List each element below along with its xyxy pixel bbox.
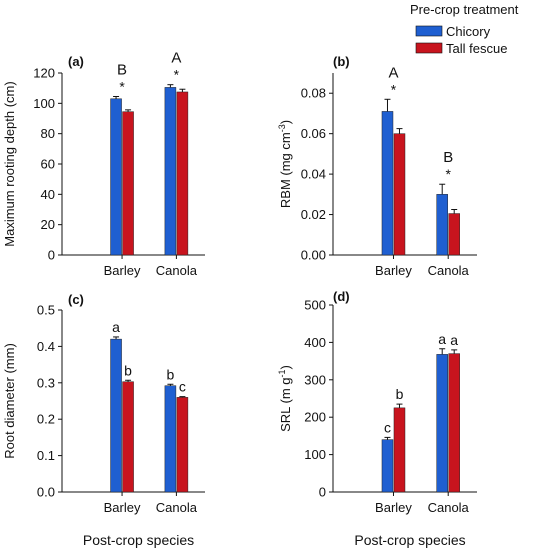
x-axis-label: Post-crop species	[83, 532, 194, 548]
bar	[448, 213, 460, 256]
significance-letter: B	[443, 149, 453, 166]
y-tick-label: 0.04	[301, 167, 326, 182]
y-tick-label: 80	[41, 126, 55, 141]
significance-letter: c	[384, 419, 391, 435]
significance-star: *	[174, 67, 180, 83]
x-axis-label: Post-crop species	[354, 532, 465, 548]
y-tick-label: 120	[33, 66, 55, 81]
panel-label: (c)	[68, 292, 84, 307]
bar	[436, 194, 448, 256]
x-tick-label: Canola	[428, 263, 470, 278]
y-tick-label: 300	[304, 372, 326, 387]
panel-label: (b)	[333, 54, 350, 69]
bar	[176, 397, 189, 493]
y-tick-label: 0.06	[301, 126, 326, 141]
y-tick-label: 500	[304, 298, 326, 313]
x-tick-label: Canola	[428, 500, 470, 515]
y-tick-label: 60	[41, 157, 55, 172]
legend-swatch-tall-fescue	[415, 42, 443, 54]
panel-b: 0.00 0.02 0.04 0.06 0.08 (b) RBM (mg cm-3) Barl…	[277, 54, 477, 278]
panels: 0 20 40 60 80 100 120 (a) Maximum rooting depth …	[2, 50, 477, 548]
panel-label: (d)	[333, 289, 350, 304]
y-tick-label: 200	[304, 410, 326, 425]
significance-letter: A	[171, 50, 181, 67]
bar	[448, 353, 460, 493]
significance-letter: b	[124, 362, 132, 378]
bar	[122, 381, 134, 493]
y-tick-label: 0.3	[37, 375, 55, 390]
y-axis-label: Maximum rooting depth (cm)	[2, 81, 17, 246]
significance-letter: b	[167, 366, 175, 382]
y-axis-label: SRL (m g-1)	[277, 365, 293, 432]
bar	[110, 98, 122, 256]
bar	[393, 133, 406, 256]
panel-a: 0 20 40 60 80 100 120 (a) Maximum rooting depth …	[2, 50, 205, 278]
y-tick-label: 0	[319, 485, 326, 500]
y-tick-label: 0.08	[301, 86, 326, 101]
y-axis-label: Root diameter (mm)	[2, 343, 17, 459]
significance-letter: b	[396, 386, 404, 402]
y-tick-label: 20	[41, 217, 55, 232]
significance-letter: a	[450, 332, 458, 348]
legend-title: Pre-crop treatment	[410, 2, 519, 17]
y-tick-label: 0.0	[37, 485, 55, 500]
x-tick-label: Canola	[156, 500, 198, 515]
y-tick-label: 100	[304, 447, 326, 462]
bar	[110, 338, 122, 493]
x-tick-label: Barley	[104, 500, 141, 515]
y-tick-label: 0.00	[301, 248, 326, 263]
y-tick-label: 400	[304, 335, 326, 350]
bar	[122, 111, 134, 256]
significance-letter: A	[388, 64, 398, 81]
y-tick-label: 40	[41, 187, 55, 202]
x-tick-label: Barley	[104, 263, 141, 278]
significance-star: *	[391, 81, 397, 97]
y-tick-label: 0	[48, 248, 55, 263]
significance-star: *	[445, 166, 451, 182]
significance-letter: B	[117, 62, 127, 79]
y-tick-label: 0.1	[37, 448, 55, 463]
x-tick-label: Barley	[375, 263, 412, 278]
bar	[176, 91, 189, 256]
legend-swatch-chicory	[415, 25, 443, 37]
significance-letter: a	[438, 331, 446, 347]
y-tick-label: 0.02	[301, 207, 326, 222]
bar	[436, 354, 448, 493]
y-tick-label: 0.5	[37, 303, 55, 318]
bar	[164, 87, 177, 256]
legend-label-chicory: Chicory	[446, 24, 491, 39]
y-tick-label: 0.2	[37, 412, 55, 427]
y-axis-label: RBM (mg cm-3)	[277, 120, 293, 208]
y-tick-label: 0.4	[37, 339, 55, 354]
x-tick-label: Canola	[156, 263, 198, 278]
significance-letter: a	[112, 319, 120, 335]
y-tick-label: 100	[33, 96, 55, 111]
bar	[381, 439, 394, 493]
x-tick-label: Barley	[375, 500, 412, 515]
panel-d: 0 100 200 300 400 500 (d) SRL (m g-1) Barley c b Ca…	[277, 289, 477, 548]
bar	[393, 407, 406, 493]
panel-c: 0.0 0.1 0.2 0.3 0.4 0.5 (c) Root diameter (mm) B…	[2, 292, 205, 548]
legend: Pre-crop treatment Chicory Tall fescue	[410, 2, 519, 56]
significance-letter: c	[179, 379, 186, 395]
significance-star: *	[119, 79, 125, 95]
panel-label: (a)	[68, 54, 84, 69]
bar	[164, 385, 177, 493]
legend-label-tall-fescue: Tall fescue	[446, 41, 507, 56]
bar	[381, 111, 394, 256]
